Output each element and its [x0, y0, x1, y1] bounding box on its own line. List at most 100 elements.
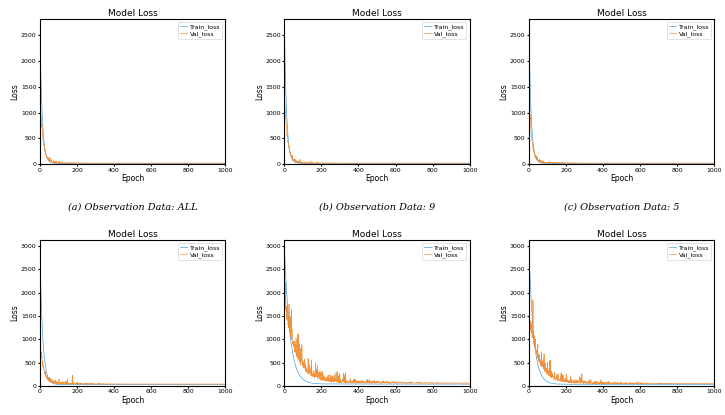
Title: Model Loss: Model Loss: [597, 9, 647, 18]
Val_loss: [54, 381, 63, 386]
Train_loss: [110, 161, 119, 166]
Legend: Train_loss, Val_loss: Train_loss, Val_loss: [422, 22, 466, 39]
Val_loss: [428, 380, 436, 385]
Train_loss: [428, 161, 436, 166]
Val_loss: [362, 161, 370, 166]
X-axis label: Epoch: Epoch: [365, 174, 389, 183]
Train_loss: [117, 382, 125, 387]
Train_loss: [672, 382, 681, 387]
Train_loss: [54, 382, 63, 387]
Line: Train_loss: Train_loss: [529, 26, 714, 164]
Val_loss: [671, 381, 680, 386]
Val_loss: [652, 161, 660, 166]
Train_loss: [428, 381, 436, 386]
Line: Train_loss: Train_loss: [529, 247, 714, 384]
Val_loss: [465, 161, 473, 166]
Val_loss: [710, 381, 718, 386]
Val_loss: [36, 90, 44, 95]
Title: Model Loss: Model Loss: [352, 9, 402, 18]
Val_loss: [355, 161, 363, 166]
X-axis label: Epoch: Epoch: [610, 396, 633, 405]
Legend: Train_loss, Val_loss: Train_loss, Val_loss: [667, 22, 711, 39]
Val_loss: [708, 161, 717, 166]
Train_loss: [606, 382, 615, 387]
Train_loss: [600, 382, 608, 387]
Val_loss: [669, 161, 678, 166]
Train_loss: [652, 161, 660, 166]
Val_loss: [206, 161, 215, 166]
Train_loss: [183, 161, 192, 166]
Val_loss: [162, 381, 171, 386]
Train_loss: [525, 23, 534, 28]
Line: Train_loss: Train_loss: [40, 26, 225, 164]
Train_loss: [710, 382, 718, 387]
Val_loss: [525, 313, 534, 318]
Train_loss: [407, 381, 416, 386]
Val_loss: [220, 161, 229, 166]
Val_loss: [183, 381, 192, 386]
Title: Model Loss: Model Loss: [352, 230, 402, 239]
Val_loss: [606, 161, 615, 166]
Train_loss: [355, 161, 363, 166]
Legend: Train_loss, Val_loss: Train_loss, Val_loss: [178, 22, 222, 39]
Val_loss: [544, 160, 552, 165]
Train_loss: [424, 161, 433, 166]
Train_loss: [280, 244, 289, 249]
Train_loss: [362, 381, 370, 386]
Text: (b) Observation Data: 9: (b) Observation Data: 9: [319, 203, 435, 211]
Val_loss: [606, 381, 615, 386]
Train_loss: [710, 161, 718, 166]
Title: Model Loss: Model Loss: [597, 230, 647, 239]
Train_loss: [669, 161, 678, 166]
Train_loss: [162, 161, 171, 166]
Legend: Train_loss, Val_loss: Train_loss, Val_loss: [422, 243, 466, 260]
Legend: Train_loss, Val_loss: Train_loss, Val_loss: [178, 243, 222, 260]
Train_loss: [117, 161, 125, 166]
Val_loss: [299, 161, 307, 166]
Val_loss: [280, 90, 289, 95]
X-axis label: Epoch: Epoch: [121, 396, 144, 405]
Train_loss: [465, 161, 473, 166]
Train_loss: [355, 381, 363, 386]
Train_loss: [180, 161, 189, 166]
Train_loss: [180, 382, 189, 387]
Title: Model Loss: Model Loss: [107, 230, 157, 239]
Val_loss: [162, 161, 171, 166]
Val_loss: [458, 161, 467, 166]
Train_loss: [707, 161, 716, 166]
Val_loss: [183, 161, 192, 166]
Train_loss: [600, 161, 608, 166]
Text: (c) Observation Data: 5: (c) Observation Data: 5: [564, 203, 679, 211]
Line: Val_loss: Val_loss: [284, 282, 469, 383]
Line: Train_loss: Train_loss: [284, 26, 469, 164]
X-axis label: Epoch: Epoch: [365, 396, 389, 405]
Train_loss: [465, 381, 473, 386]
Val_loss: [219, 381, 228, 386]
Train_loss: [220, 382, 229, 387]
Train_loss: [606, 161, 615, 166]
Val_loss: [110, 381, 119, 386]
Line: Val_loss: Val_loss: [284, 92, 469, 163]
Train_loss: [162, 382, 171, 387]
Val_loss: [673, 381, 682, 386]
Title: Model Loss: Model Loss: [107, 9, 157, 18]
Line: Train_loss: Train_loss: [40, 249, 225, 385]
Train_loss: [210, 382, 219, 387]
Val_loss: [415, 381, 424, 386]
Text: (a) Observation Data: ALL: (a) Observation Data: ALL: [67, 203, 197, 211]
Train_loss: [463, 381, 472, 386]
X-axis label: Epoch: Epoch: [610, 174, 633, 183]
Val_loss: [280, 300, 289, 305]
Train_loss: [36, 247, 44, 251]
Train_loss: [36, 23, 44, 28]
Val_loss: [652, 381, 660, 386]
Train_loss: [54, 161, 63, 166]
Line: Train_loss: Train_loss: [284, 246, 469, 384]
Val_loss: [117, 161, 125, 166]
Val_loss: [428, 161, 436, 166]
Y-axis label: Loss: Loss: [10, 83, 20, 100]
Val_loss: [529, 298, 537, 303]
Val_loss: [424, 161, 433, 166]
Line: Val_loss: Val_loss: [40, 93, 225, 163]
Val_loss: [525, 90, 534, 95]
